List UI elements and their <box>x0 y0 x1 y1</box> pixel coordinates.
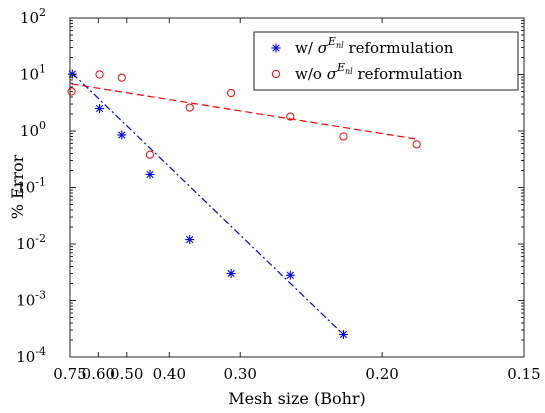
y-tick-base: 10 <box>20 66 39 84</box>
y-tick-label: 101 <box>20 63 46 84</box>
y-tick-label: 10-2 <box>16 232 46 253</box>
y-tick-label: 100 <box>20 119 46 140</box>
legend-suffix: reformulation <box>353 65 463 83</box>
data-point <box>117 130 126 139</box>
y-tick-base: 10 <box>16 235 35 253</box>
data-point <box>95 104 104 113</box>
x-axis-label: Mesh size (Bohr) <box>228 389 366 408</box>
y-tick-label: 102 <box>20 6 46 27</box>
y-tick-label: 10-4 <box>16 345 46 366</box>
y-tick-base: 10 <box>16 292 35 310</box>
data-point <box>286 271 295 280</box>
legend-superscript: E <box>327 35 336 48</box>
y-tick-base: 10 <box>20 9 39 27</box>
legend-suffix: reformulation <box>344 39 454 57</box>
y-tick-exponent: 1 <box>39 63 46 76</box>
legend-superscript: E <box>336 61 345 74</box>
x-tick-labels: 0.750.600.50 0.40 0.30 0.20 0.15 <box>53 365 540 383</box>
y-axis-label: % Error <box>8 154 27 219</box>
legend-prefix: w/ <box>295 39 318 57</box>
y-tick-exponent: -1 <box>35 176 46 189</box>
data-point <box>185 235 194 244</box>
y-tick-exponent: 0 <box>39 119 46 132</box>
y-tick-exponent: 2 <box>39 6 46 19</box>
y-tick-label: 10-3 <box>16 289 46 310</box>
y-tick-exponent: -3 <box>35 289 46 302</box>
y-tick-base: 10 <box>20 122 39 140</box>
legend-entry-label: w/ σEnl reformulation <box>295 35 454 57</box>
y-tick-exponent: -2 <box>35 232 46 245</box>
data-point <box>272 44 281 53</box>
x-tick-label: 0.30 <box>224 365 257 383</box>
data-point <box>227 269 236 278</box>
x-tick-label: 0.50 <box>110 365 143 383</box>
y-tick-base: 10 <box>16 348 35 366</box>
y-tick-exponent: -4 <box>35 345 46 358</box>
x-tick-label: 0.40 <box>153 365 186 383</box>
data-point <box>339 330 348 339</box>
x-tick-label: 0.20 <box>365 365 398 383</box>
legend: w/ σEnl reformulation w/o σEnl reformulat… <box>254 32 518 90</box>
data-point <box>145 170 154 179</box>
x-tick-label: 0.15 <box>507 365 540 383</box>
legend-prefix: w/o <box>295 65 327 83</box>
legend-entry-label: w/o σEnl reformulation <box>295 61 463 83</box>
